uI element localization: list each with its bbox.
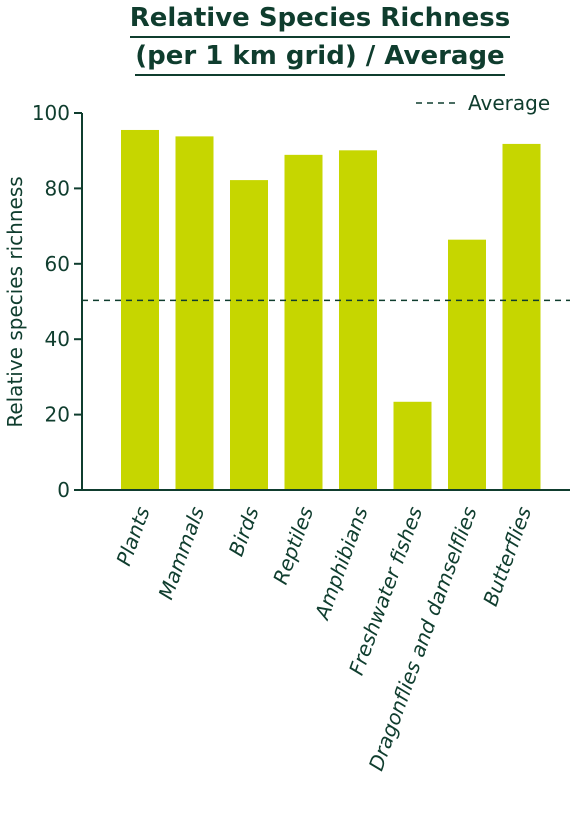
y-tick-label: 0 (57, 478, 70, 502)
x-category-label: Plants (111, 504, 154, 569)
bar-amphibians (339, 150, 377, 490)
y-tick-label: 40 (45, 327, 70, 351)
chart-title: Relative Species Richness (per 1 km grid… (0, 0, 570, 76)
chart-title-line-2: (per 1 km grid) / Average (135, 38, 505, 76)
x-category-label: Reptiles (268, 504, 318, 588)
y-tick-label: 20 (45, 403, 70, 427)
bar-reptiles (284, 154, 323, 491)
x-category-label: Butterflies (478, 504, 536, 610)
bar-birds (230, 180, 268, 490)
bar-plants (121, 129, 159, 490)
legend-average-label: Average (468, 91, 550, 115)
x-category-label: Amphibians (309, 504, 372, 625)
y-tick-label: 100 (32, 101, 70, 125)
bar-butterflies (502, 143, 541, 490)
x-category-label: Mammals (154, 504, 210, 603)
x-category-label: Dragonflies and damselflies (364, 504, 482, 774)
y-axis-title: Relative species richness (3, 176, 27, 427)
bar-mammals (175, 136, 214, 490)
y-axis: 0 20 40 60 80 100 (32, 101, 83, 502)
legend: Average (416, 91, 550, 115)
x-category-label: Birds (224, 504, 264, 560)
bar-freshwater-fishes (393, 401, 432, 490)
bars (121, 129, 541, 491)
y-tick-label: 80 (45, 176, 70, 200)
y-tick-label: 60 (45, 252, 70, 276)
chart-title-line-1: Relative Species Richness (129, 0, 511, 38)
bar-dragonflies-and-damselflies (448, 239, 486, 490)
